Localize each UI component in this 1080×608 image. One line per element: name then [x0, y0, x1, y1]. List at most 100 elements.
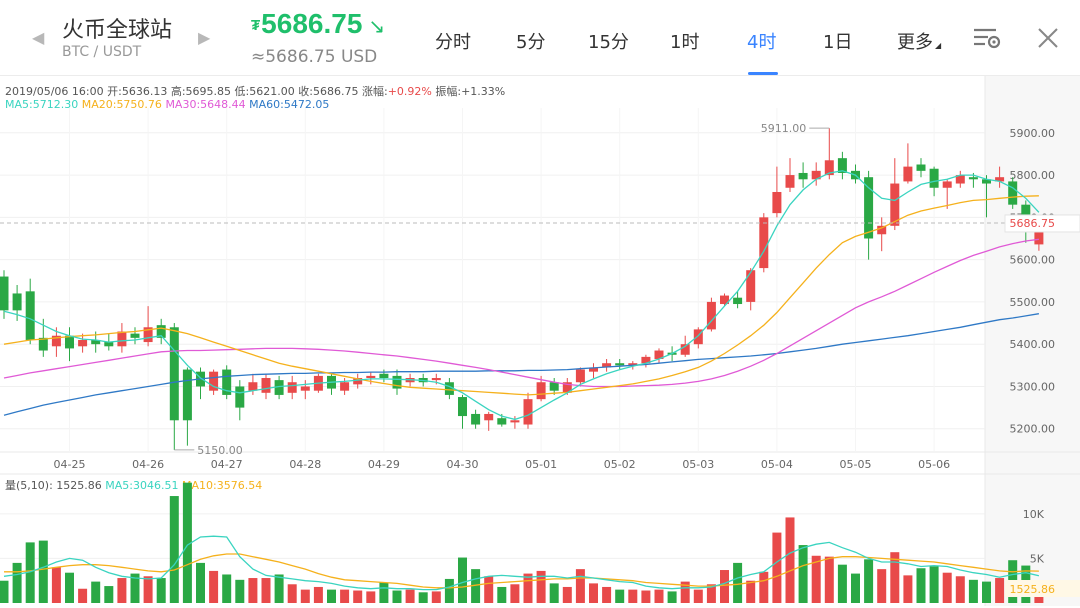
date-tick-label: 05-03 [682, 458, 714, 471]
candle-body [353, 378, 363, 385]
candle-body [392, 375, 402, 389]
volume-bar [785, 517, 795, 603]
candle-body [497, 418, 507, 425]
date-tick-label: 04-25 [54, 458, 86, 471]
volume-bar [182, 482, 192, 603]
date-tick-label: 04-26 [132, 458, 164, 471]
volume-bar [261, 578, 271, 603]
candle-body [602, 363, 612, 368]
close-value: 5686.75 [312, 85, 359, 98]
candle-body [968, 177, 978, 180]
price-tick-label: 5900.00 [1010, 127, 1056, 140]
volume-value: 1525.86 [56, 479, 102, 492]
candle-body [104, 342, 114, 347]
volume-bar [78, 588, 88, 603]
volume-tick-label: 5K [1030, 552, 1045, 565]
candle-body [156, 325, 166, 338]
volume-bar [562, 586, 572, 603]
last-price-value: 5686.75 [261, 8, 363, 39]
price-tick-label: 5800.00 [1010, 169, 1056, 182]
tab-timeline[interactable]: 分时 [435, 32, 471, 53]
volume-bar [38, 540, 48, 603]
volume-bar [471, 569, 481, 603]
candle-body [510, 420, 520, 423]
candle-body [746, 270, 756, 302]
volume-bar [209, 570, 219, 603]
volume-bar [444, 578, 454, 603]
low-label: 低: [234, 85, 250, 98]
candle-body [903, 166, 913, 182]
tab-more[interactable]: 更多 ◢ [897, 28, 941, 54]
volume-bar [798, 545, 808, 603]
candle-body [235, 386, 245, 408]
volume-bar [405, 589, 415, 603]
page-title: 火币全球站 [62, 18, 173, 43]
price-down-arrow-icon: ↘ [368, 16, 386, 38]
volume-bar [589, 583, 598, 603]
candle-body [811, 170, 821, 180]
candle-body [706, 301, 716, 330]
candle-body [615, 363, 625, 366]
prev-market-arrow-icon[interactable]: ◀ [32, 28, 45, 47]
price-tick-label: 5200.00 [1010, 423, 1056, 436]
price-tick-label: 5600.00 [1010, 254, 1056, 267]
tab-4hour[interactable]: 4时 [747, 32, 777, 53]
amplitude-label: 振幅: [435, 85, 462, 98]
volume-bar [287, 584, 297, 603]
close-icon[interactable] [1037, 27, 1059, 49]
volume-bar [458, 557, 467, 603]
candle-body [130, 333, 140, 338]
tab-1day[interactable]: 1日 [823, 32, 853, 53]
current-volume-label: 1525.86 [1010, 583, 1056, 596]
date-tick-label: 04-29 [368, 458, 400, 471]
volume-bar [968, 579, 978, 603]
volume-bar [366, 591, 376, 603]
open-label: 开: [107, 85, 122, 98]
volume-bar [837, 564, 847, 603]
candle-body [837, 158, 847, 173]
candle-body [785, 175, 795, 188]
price-axis-panel [985, 76, 1080, 606]
tab-5min[interactable]: 5分 [516, 32, 546, 53]
volume-bar [353, 590, 363, 603]
close-label: 收: [298, 85, 313, 98]
candle-body [248, 382, 258, 391]
volume-bar [130, 573, 140, 603]
ma60-legend: MA60:5472.05 [249, 98, 330, 111]
candle-body [25, 291, 35, 340]
settings-icon[interactable] [972, 26, 1002, 52]
candle-body [78, 339, 88, 347]
tab-15min[interactable]: 15分 [588, 32, 629, 53]
high-value: 5695.85 [185, 85, 232, 98]
candle-body [824, 160, 834, 176]
candle-body [379, 373, 389, 379]
candle-body [523, 399, 533, 425]
next-market-arrow-icon[interactable]: ▶ [198, 28, 211, 47]
current-volume-box [1005, 580, 1080, 597]
candle-body [1021, 204, 1031, 224]
volume-bar [484, 576, 494, 603]
ma-legend: MA5:5712.30 MA20:5750.76 MA30:5648.44 MA… [5, 98, 329, 111]
date-tick-label: 04-30 [447, 458, 479, 471]
volume-bar [25, 542, 35, 603]
current-price-box [1004, 214, 1080, 233]
volume-bar [313, 586, 323, 603]
volume-bar [327, 589, 336, 603]
volume-bar [222, 574, 232, 603]
volume-bar [104, 586, 114, 603]
date-tick-label: 05-01 [525, 458, 557, 471]
candle-body [1008, 181, 1018, 205]
volume-bar [667, 591, 677, 603]
open-value: 5636.13 [121, 85, 168, 98]
candle-date: 2019/05/06 16:00 [5, 85, 104, 98]
candle-body [38, 337, 48, 351]
candle-body [982, 179, 991, 184]
tab-1hour[interactable]: 1时 [670, 32, 700, 53]
candle-body [798, 172, 808, 180]
usd-price: ≈5686.75 USD [251, 47, 378, 67]
candle-body [877, 225, 887, 235]
candle-body [536, 382, 546, 400]
ma5-line [3, 170, 1040, 421]
volume-bar [143, 576, 153, 603]
